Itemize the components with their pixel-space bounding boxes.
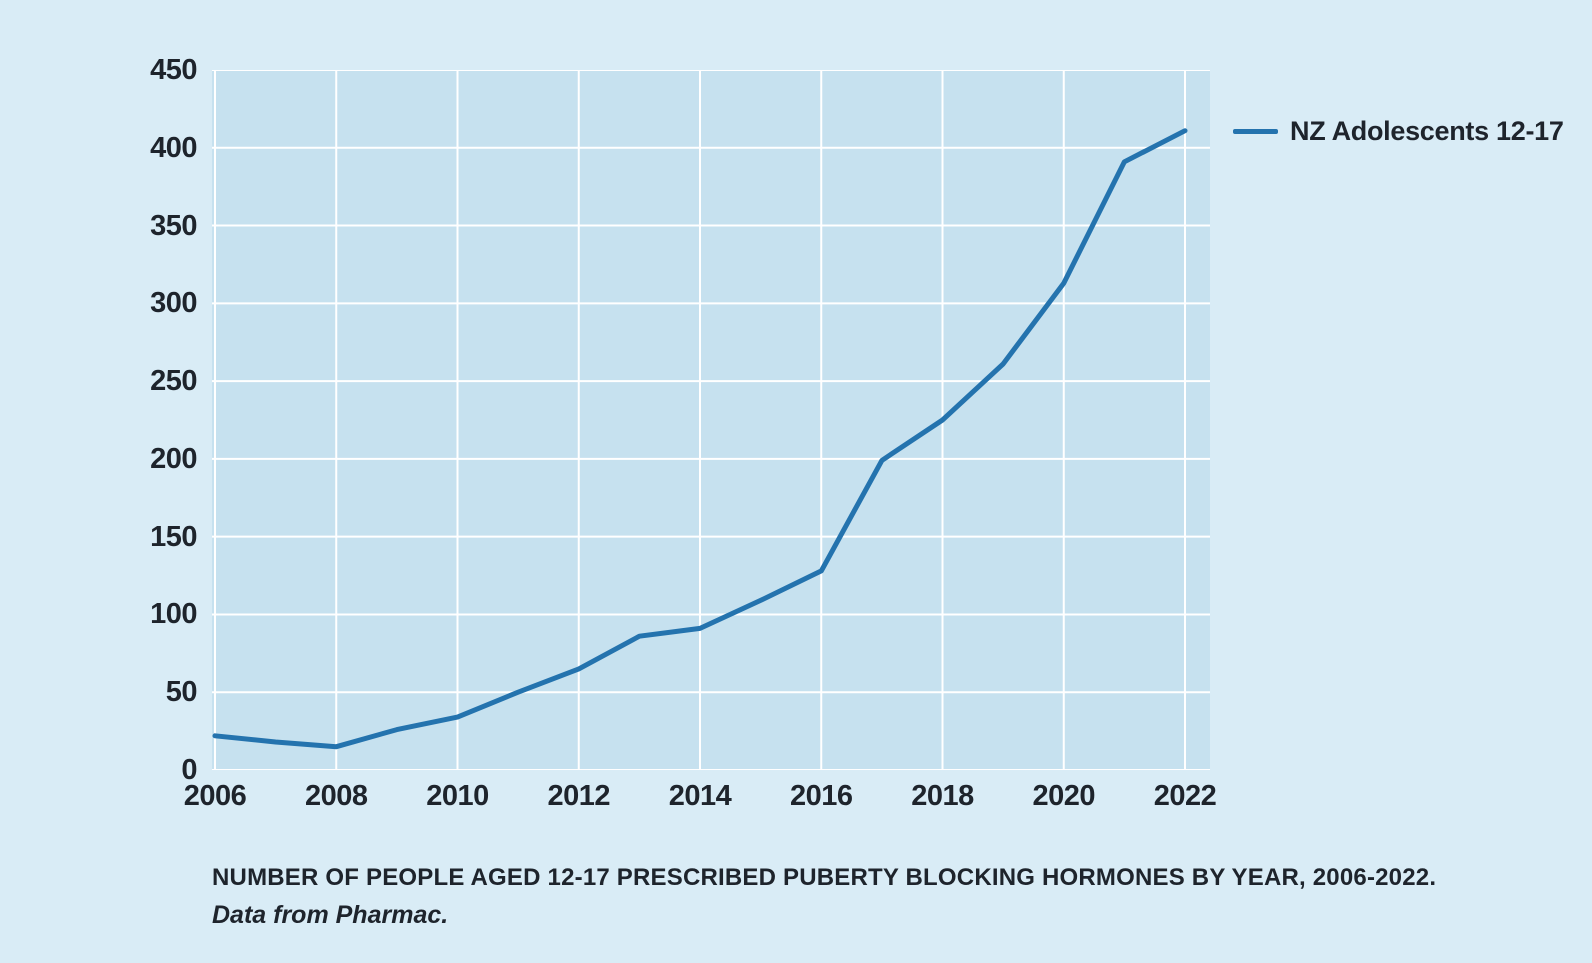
y-tick-label: 400 — [150, 131, 197, 164]
series-line — [212, 128, 1188, 750]
y-tick-label: 250 — [150, 365, 197, 398]
chart-caption-title: NUMBER OF PEOPLE AGED 12-17 PRESCRIBED P… — [212, 864, 1437, 891]
y-tick-label: 450 — [150, 54, 197, 86]
x-tick-label: 2022 — [1153, 780, 1217, 812]
x-tick-label: 2016 — [789, 780, 853, 812]
y-tick-label: 150 — [150, 520, 197, 553]
y-tick-label: 200 — [150, 442, 197, 475]
x-tick-label: 2010 — [426, 780, 489, 812]
x-tick-label: 2006 — [183, 780, 247, 812]
line-chart-svg — [212, 70, 1210, 770]
y-tick-label: 300 — [150, 287, 197, 320]
y-tick-label: 50 — [165, 676, 198, 709]
chart-caption-source: Data from Pharmac. — [212, 901, 449, 929]
x-tick-label: 2020 — [1032, 780, 1095, 812]
legend-label: NZ Adolescents 12-17 — [1290, 115, 1564, 146]
legend-line-swatch — [1233, 128, 1278, 134]
legend: NZ Adolescents 12-17 — [1233, 116, 1564, 146]
gridlines — [212, 70, 1210, 770]
x-tick-label: 2014 — [668, 780, 732, 812]
y-tick-label: 0 — [181, 754, 197, 786]
x-tick-label: 2018 — [911, 780, 974, 812]
plot-area — [212, 70, 1210, 770]
x-tick-label: 2012 — [547, 780, 610, 812]
y-tick-label: 350 — [150, 209, 197, 242]
y-tick-label: 100 — [150, 598, 197, 631]
x-tick-label: 2008 — [304, 780, 368, 812]
